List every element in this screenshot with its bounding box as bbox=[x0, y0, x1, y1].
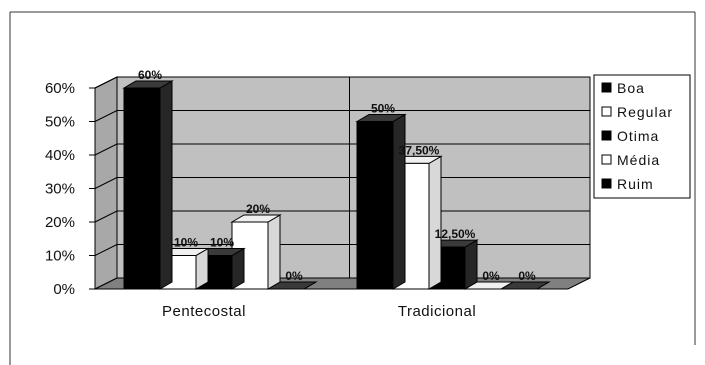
y-tick-label: 10% bbox=[45, 248, 75, 265]
data-label: 60% bbox=[138, 68, 162, 82]
y-tick-label: 0% bbox=[53, 281, 75, 298]
bar-side bbox=[428, 155, 442, 290]
x-category-label: Tradicional bbox=[398, 303, 476, 320]
data-label: 12,50% bbox=[435, 227, 476, 241]
data-label: 0% bbox=[285, 269, 303, 283]
bar-otima-pentecostal bbox=[194, 247, 246, 290]
y-tick-label: 60% bbox=[45, 80, 75, 97]
bar-side bbox=[159, 80, 173, 290]
bar-side bbox=[464, 239, 478, 290]
legend-entry: Ruim bbox=[617, 176, 654, 192]
data-label: 0% bbox=[482, 269, 500, 283]
data-label: 0% bbox=[518, 269, 536, 283]
gridline-side bbox=[94, 76, 118, 89]
y-tick-label: 30% bbox=[45, 181, 75, 198]
bar-front bbox=[356, 121, 394, 290]
legend-entry: Regular bbox=[617, 104, 673, 120]
legend-swatch bbox=[601, 178, 612, 189]
legend-swatch bbox=[601, 154, 612, 165]
bar-boa-pentecostal bbox=[122, 80, 174, 290]
data-label: 50% bbox=[371, 102, 395, 116]
legend-swatch bbox=[601, 106, 612, 117]
y-tick-label: 20% bbox=[45, 214, 75, 231]
gridline-side bbox=[94, 110, 118, 122]
gridline-side bbox=[94, 210, 118, 223]
data-label: 10% bbox=[210, 236, 234, 250]
x-category-label: Pentecostal bbox=[162, 303, 246, 320]
y-tick-label: 40% bbox=[45, 147, 75, 164]
gridline-side bbox=[94, 244, 118, 256]
gridline-side bbox=[94, 143, 118, 156]
data-label: 20% bbox=[246, 202, 270, 216]
legend-entry: Média bbox=[617, 152, 660, 168]
y-tick-label: 50% bbox=[45, 114, 75, 131]
bar-front bbox=[123, 87, 161, 290]
legend-entry: Boa bbox=[617, 80, 645, 96]
legend-entry: Otima bbox=[617, 128, 659, 144]
bar-side bbox=[267, 214, 281, 290]
data-label: 37,50% bbox=[399, 143, 440, 157]
bar-boa-tradicional bbox=[355, 113, 407, 290]
bar-média-pentecostal bbox=[230, 214, 282, 290]
legend-swatch bbox=[601, 82, 612, 93]
legend-swatch bbox=[601, 130, 612, 141]
data-label: 10% bbox=[174, 236, 198, 250]
bar-side bbox=[392, 113, 406, 290]
gridline-side bbox=[94, 177, 118, 189]
